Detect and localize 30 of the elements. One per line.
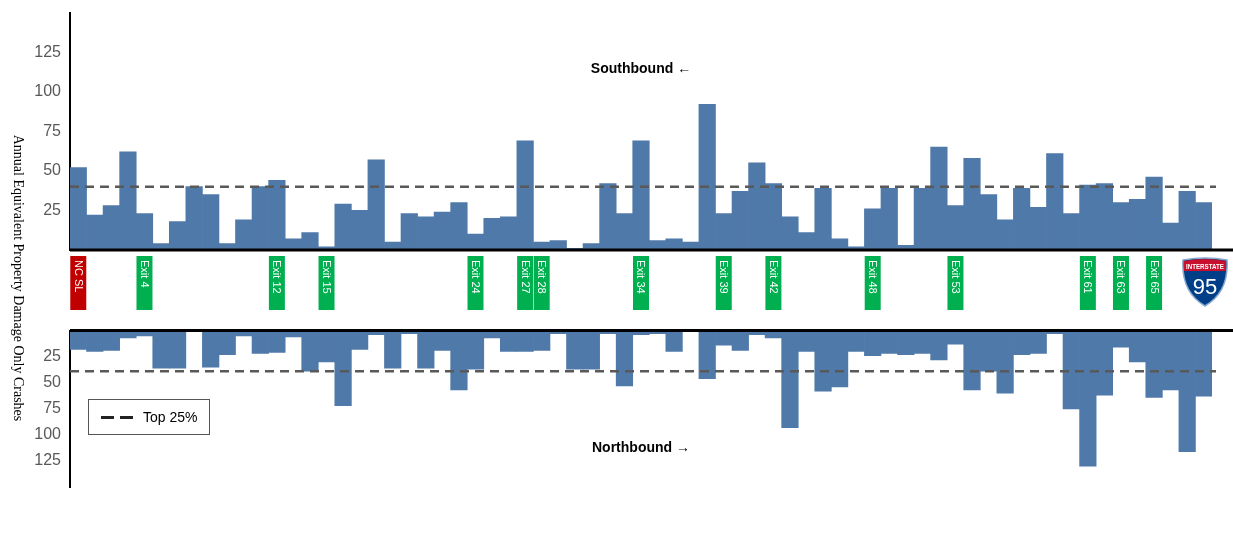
x-tick-label: Exit 28 [536, 260, 549, 294]
x-tick-label: Exit 24 [469, 260, 482, 294]
y-tick-label: 50 [43, 161, 62, 179]
x-tick-label: Exit 42 [767, 260, 780, 294]
y-axis-title: Annual Equivalent Property Damage Only Crashes [10, 133, 26, 424]
x-tick-label: Exit 12 [271, 260, 284, 294]
x-tick-label: Exit 48 [867, 260, 880, 294]
x-tick-label: Exit 39 [718, 260, 731, 294]
x-tick-label: Exit 61 [1082, 260, 1095, 294]
legend: Top 25% [88, 399, 211, 435]
y-tick-label: 50 [43, 373, 62, 391]
text: Northbound → [592, 439, 690, 455]
x-tick-label: Exit 34 [635, 260, 648, 294]
y-tick-label: 75 [43, 121, 62, 139]
y-tick-label: 125 [34, 451, 62, 469]
x-tick-label: NC SL [72, 260, 85, 293]
y-tick-label: 25 [43, 200, 62, 218]
y-tick-label: 25 [43, 347, 62, 365]
y-tick-label: 100 [34, 82, 62, 100]
x-tick-label: Exit 53 [949, 260, 962, 294]
y-tick-label: 125 [34, 42, 62, 60]
x-tick-label: Exit 4 [138, 260, 151, 288]
x-tick-label: Exit 27 [519, 260, 532, 294]
text: Southbound ← [590, 60, 692, 76]
y-tick-label: 100 [34, 425, 62, 443]
x-tick-label: Exit 15 [321, 260, 333, 294]
x-tick-label: Exit 65 [1148, 260, 1161, 294]
y-tick-label: 75 [43, 399, 62, 417]
x-tick-label: Exit 63 [1115, 260, 1128, 294]
ref-line-label: Top 25% [143, 409, 198, 425]
